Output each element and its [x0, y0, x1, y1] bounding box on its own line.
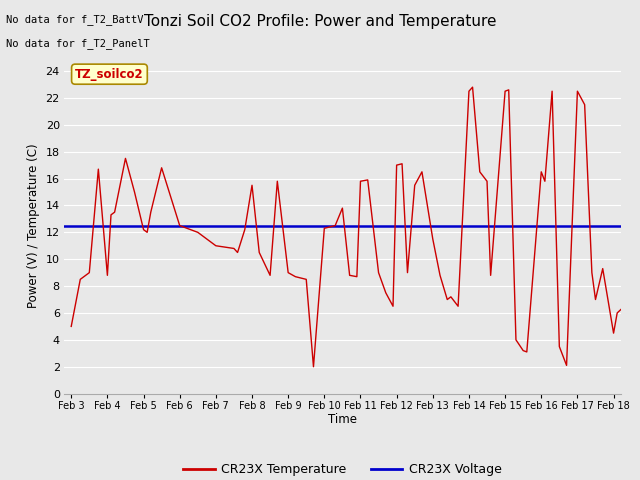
- X-axis label: Time: Time: [328, 413, 357, 426]
- Y-axis label: Power (V) / Temperature (C): Power (V) / Temperature (C): [27, 144, 40, 308]
- Text: No data for f_T2_BattV: No data for f_T2_BattV: [6, 14, 144, 25]
- Text: No data for f_T2_PanelT: No data for f_T2_PanelT: [6, 38, 150, 49]
- Text: TZ_soilco2: TZ_soilco2: [75, 68, 144, 81]
- Legend: CR23X Temperature, CR23X Voltage: CR23X Temperature, CR23X Voltage: [179, 458, 506, 480]
- Text: Tonzi Soil CO2 Profile: Power and Temperature: Tonzi Soil CO2 Profile: Power and Temper…: [144, 14, 496, 29]
